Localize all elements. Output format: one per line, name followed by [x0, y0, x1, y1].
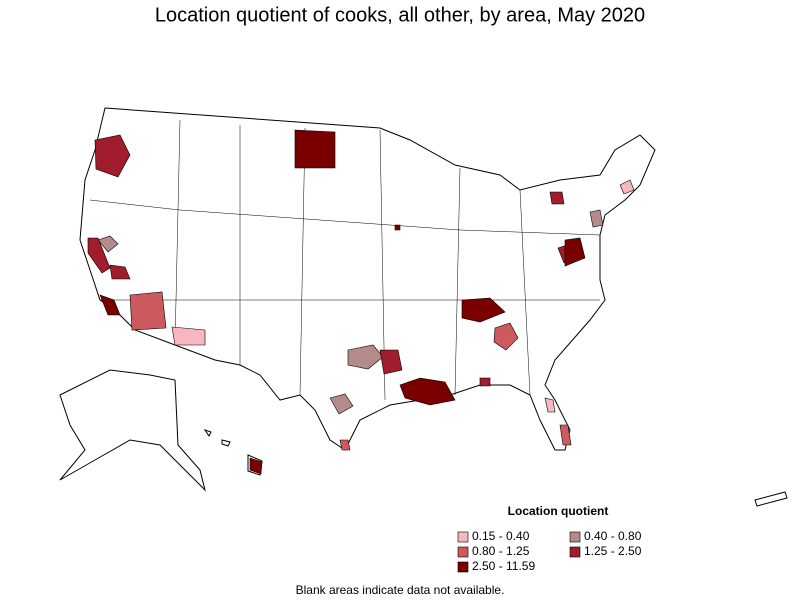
area — [329, 393, 354, 415]
legend-label: 2.50 - 11.59 — [472, 559, 535, 573]
area — [399, 377, 456, 406]
area — [559, 424, 572, 446]
area — [379, 349, 403, 375]
area — [339, 439, 351, 451]
map-title: Location quotient of cooks, all other, b… — [155, 4, 645, 26]
footnote: Blank areas indicate data not available. — [296, 583, 505, 597]
state-lines — [89, 119, 601, 401]
legend-label: 0.80 - 1.25 — [472, 544, 530, 558]
area — [549, 191, 565, 205]
area — [589, 209, 604, 228]
area — [394, 224, 401, 231]
area — [249, 457, 263, 475]
area — [493, 322, 519, 351]
area — [294, 129, 336, 169]
areas — [87, 129, 635, 475]
area — [564, 237, 586, 267]
area — [97, 235, 119, 253]
area — [461, 297, 506, 323]
area — [544, 397, 556, 413]
legend-title: Location quotient — [508, 504, 609, 518]
area — [619, 179, 635, 195]
legend-swatch — [569, 546, 581, 558]
area — [479, 377, 491, 387]
legend-label: 1.25 - 2.50 — [584, 544, 642, 558]
us-map — [59, 107, 788, 507]
alaska — [59, 369, 206, 492]
legend-swatch — [457, 531, 469, 543]
legend-swatch — [457, 546, 469, 558]
legend-label: 0.15 - 0.40 — [472, 529, 530, 543]
area — [347, 344, 384, 370]
legend-swatch — [457, 561, 469, 573]
area — [87, 237, 111, 274]
area — [129, 291, 167, 331]
area — [109, 264, 131, 280]
area — [99, 294, 121, 316]
area — [94, 134, 131, 178]
legend: Location quotient 0.15 - 0.40 0.40 - 0.80… — [457, 504, 642, 573]
legend-items: 0.15 - 0.40 0.40 - 0.80 0.80 - 1.25 1.25 - … — [457, 529, 642, 573]
legend-swatch — [569, 531, 581, 543]
puerto-rico — [754, 491, 788, 507]
legend-label: 0.40 - 0.80 — [584, 529, 642, 543]
area — [171, 326, 206, 346]
